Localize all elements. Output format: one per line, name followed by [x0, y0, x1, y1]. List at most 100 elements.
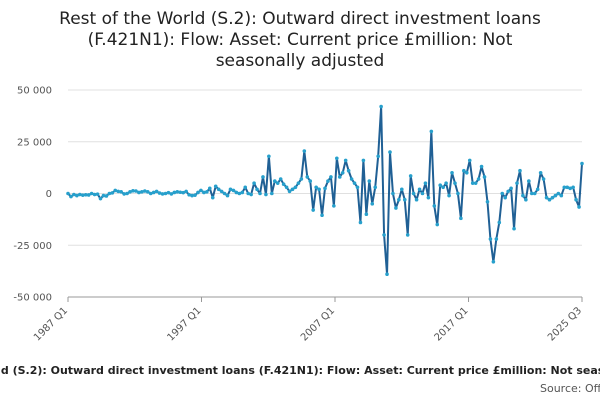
data-point	[541, 177, 546, 181]
data-point	[394, 206, 398, 210]
data-point	[323, 186, 327, 191]
data-point	[210, 195, 215, 200]
data-point	[402, 197, 407, 202]
data-point	[423, 181, 428, 185]
data-point	[205, 190, 209, 194]
data-point	[187, 192, 191, 197]
data-point	[160, 192, 165, 196]
data-point	[550, 195, 555, 200]
data-point	[255, 187, 259, 192]
data-point	[349, 177, 354, 181]
data-point	[547, 197, 552, 202]
data-point	[128, 190, 132, 194]
data-point	[411, 191, 416, 196]
data-point	[459, 216, 463, 221]
chart-source: Source: Office for National Statistics	[540, 382, 600, 395]
data-point	[580, 161, 584, 166]
data-point	[66, 191, 70, 196]
data-point	[405, 233, 410, 237]
y-tick-label: -50 000	[13, 293, 52, 304]
data-point	[482, 175, 487, 179]
y-axis: 50 000 25 000 0 -25 000 -50 000	[13, 86, 52, 304]
data-point	[270, 191, 274, 196]
data-point	[456, 191, 460, 196]
x-tick-label: 2017 Q1	[433, 305, 471, 343]
data-point	[240, 190, 245, 195]
data-point	[293, 185, 298, 190]
data-point	[246, 191, 250, 196]
data-point	[518, 168, 522, 173]
data-point	[515, 181, 519, 185]
data-point	[296, 181, 301, 185]
chart-title: Rest of the World (S.2): Outward direct …	[59, 9, 541, 71]
x-tick-label: 1997 Q1	[166, 305, 204, 343]
data-point	[462, 168, 466, 173]
chart-title-line: Rest of the World (S.2): Outward direct …	[59, 9, 541, 29]
data-point	[408, 174, 413, 178]
series-points	[66, 104, 584, 277]
data-point	[287, 189, 292, 194]
data-point	[145, 190, 150, 194]
data-point	[340, 171, 345, 175]
data-point	[441, 185, 445, 190]
data-point	[559, 193, 564, 198]
data-point	[243, 185, 248, 190]
data-point	[225, 193, 230, 198]
data-point	[86, 193, 91, 197]
data-point	[343, 158, 348, 163]
data-point	[98, 196, 103, 201]
data-point	[320, 213, 324, 218]
data-point	[453, 181, 457, 185]
data-point	[83, 192, 88, 197]
data-point	[506, 189, 510, 194]
data-point	[488, 237, 493, 241]
data-point	[332, 204, 336, 208]
data-point	[219, 189, 224, 194]
data-point	[355, 185, 360, 190]
y-tick-label: 50 000	[17, 86, 52, 97]
data-point	[193, 193, 197, 197]
data-point	[379, 104, 383, 109]
data-point	[75, 193, 79, 198]
data-point	[329, 175, 333, 179]
data-point	[231, 188, 236, 193]
x-tick-label: 2025 Q3	[546, 305, 584, 343]
data-point	[464, 171, 469, 175]
data-point	[524, 197, 528, 202]
data-point	[116, 189, 121, 194]
data-point	[479, 164, 484, 169]
data-point	[258, 191, 262, 196]
data-point	[95, 192, 100, 196]
x-axis: 1987 Q1 1997 Q1 2007 Q1 2017 Q1 2025 Q3	[32, 296, 584, 343]
data-point	[450, 171, 454, 175]
data-point	[373, 185, 378, 190]
data-point	[326, 179, 330, 183]
data-point	[317, 187, 321, 192]
data-point	[447, 193, 451, 198]
data-point	[199, 188, 203, 193]
data-point	[131, 189, 135, 193]
data-point	[565, 185, 570, 190]
data-point	[391, 191, 395, 196]
data-point	[207, 186, 212, 191]
data-point	[163, 191, 168, 196]
data-point	[444, 181, 448, 185]
data-point	[577, 205, 581, 209]
data-point	[556, 191, 561, 196]
data-point	[352, 181, 357, 185]
data-point	[532, 191, 537, 196]
data-point	[432, 204, 437, 208]
data-point	[78, 192, 82, 197]
data-point	[311, 208, 315, 212]
data-point	[104, 194, 109, 198]
data-point	[249, 192, 253, 197]
data-point	[134, 189, 138, 193]
data-point	[175, 190, 180, 194]
data-point	[178, 190, 183, 195]
data-point	[184, 189, 188, 194]
data-point	[491, 260, 496, 264]
data-point	[92, 192, 97, 197]
data-point	[426, 195, 431, 200]
data-point	[376, 154, 380, 159]
